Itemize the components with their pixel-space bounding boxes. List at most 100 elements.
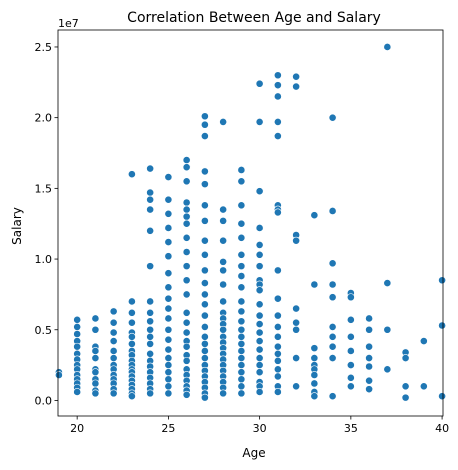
data-point: [383, 43, 392, 51]
data-point: [219, 280, 228, 289]
x-axis-label: Age: [242, 446, 265, 460]
data-point: [255, 368, 264, 377]
data-point: [219, 216, 228, 225]
data-point: [146, 297, 155, 306]
data-point: [237, 389, 246, 398]
data-point: [164, 389, 173, 398]
data-point: [200, 300, 209, 309]
data-point: [91, 368, 100, 377]
data-point: [365, 342, 373, 351]
data-point: [365, 385, 373, 394]
data-point: [73, 330, 82, 338]
data-point: [328, 342, 337, 351]
data-point: [273, 118, 282, 126]
data-point: [200, 354, 209, 362]
data-point: [346, 361, 355, 369]
data-point: [200, 180, 209, 189]
data-point: [200, 266, 209, 275]
data-point: [164, 335, 173, 344]
data-point: [328, 323, 337, 331]
data-point: [237, 233, 246, 242]
data-point: [419, 337, 428, 345]
data-point: [109, 389, 118, 398]
data-point: [164, 304, 173, 313]
data-point: [401, 354, 410, 362]
data-point: [200, 112, 209, 121]
data-point: [237, 219, 246, 228]
data-point: [127, 170, 136, 179]
data-point: [255, 187, 264, 196]
data-point: [273, 332, 282, 341]
data-point: [182, 219, 191, 228]
data-point: [365, 376, 373, 385]
data-point: [237, 332, 246, 341]
data-point: [164, 375, 173, 384]
data-point: [182, 328, 191, 337]
data-point: [182, 356, 191, 365]
data-point: [255, 311, 264, 320]
data-point: [91, 379, 100, 388]
data-point: [146, 339, 155, 348]
data-point: [91, 325, 100, 334]
data-point: [200, 120, 209, 129]
data-point: [127, 332, 136, 341]
data-point: [182, 248, 191, 256]
data-point: [237, 201, 246, 210]
data-point: [182, 163, 191, 172]
data-point: [200, 393, 209, 402]
data-point: [237, 382, 246, 391]
data-point: [182, 318, 191, 327]
data-point: [237, 317, 246, 326]
y-tick-label: 1.5: [35, 182, 53, 195]
data-point: [237, 368, 246, 377]
data-point: [237, 347, 246, 355]
data-point: [109, 354, 118, 362]
data-point: [182, 342, 191, 351]
data-point: [273, 323, 282, 331]
data-point: [73, 315, 82, 324]
data-point: [164, 294, 173, 303]
axes-layer: 20 25 30 35 40 0.0 0.5 1.0 1.5 2.0 2.5: [35, 29, 449, 435]
data-point: [255, 388, 264, 396]
data-point: [255, 250, 264, 259]
data-point: [219, 389, 228, 398]
data-point: [109, 347, 118, 355]
data-point: [182, 390, 191, 399]
data-point: [255, 328, 264, 337]
data-point: [237, 272, 246, 280]
data-point: [146, 325, 155, 334]
data-point: [127, 297, 136, 306]
data-point: [200, 290, 209, 299]
data-point: [310, 379, 319, 388]
data-point: [401, 393, 410, 402]
data-point: [146, 164, 155, 173]
plot-frame: [57, 29, 444, 417]
data-point: [200, 339, 209, 348]
data-point: [219, 205, 228, 214]
data-point: [328, 280, 337, 289]
y-tick-label: 1.0: [35, 253, 53, 266]
data-point: [255, 224, 264, 232]
data-point: [383, 279, 392, 287]
data-point: [273, 81, 282, 90]
x-tick-label: 25: [161, 422, 175, 435]
data-point: [219, 266, 228, 275]
data-point: [164, 314, 173, 323]
data-point: [146, 226, 155, 235]
data-point: [182, 177, 191, 186]
data-point: [164, 252, 173, 261]
data-point: [328, 207, 337, 215]
data-point: [292, 82, 301, 91]
data-point: [164, 224, 173, 232]
data-point: [255, 79, 264, 88]
data-point: [127, 392, 136, 401]
data-point: [200, 279, 209, 287]
data-point: [91, 354, 100, 362]
y-axis-label: Salary: [10, 207, 24, 245]
data-point: [55, 371, 63, 379]
data-point: [109, 307, 118, 316]
data-point: [273, 266, 282, 275]
data-point: [273, 356, 282, 365]
data-point: [365, 325, 373, 334]
chart-title: Correlation Between Age and Salary: [127, 10, 381, 26]
